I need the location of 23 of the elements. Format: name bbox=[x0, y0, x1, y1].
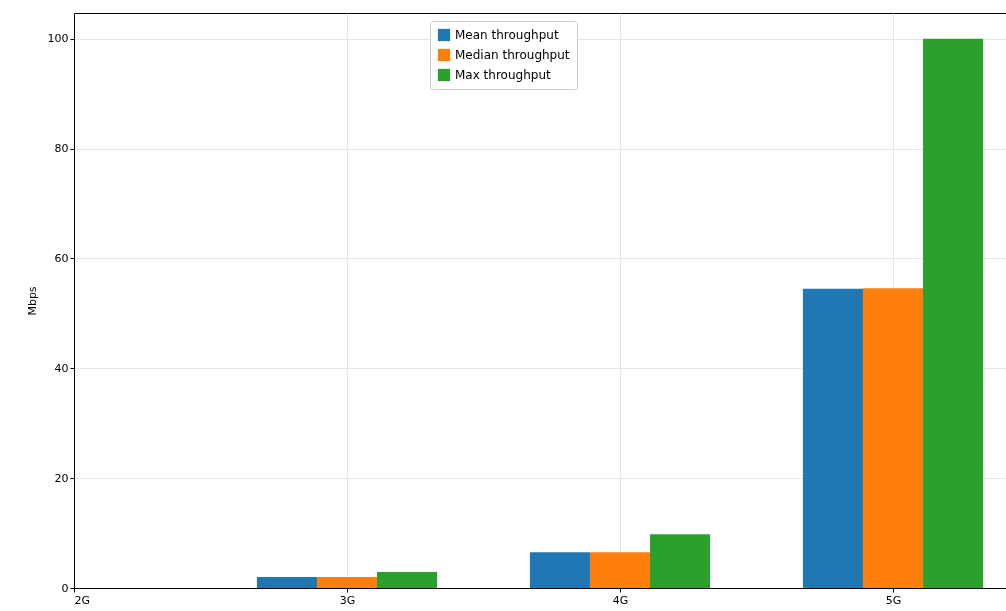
legend-label: Median throughput bbox=[455, 48, 570, 62]
y-tick-label: 0 bbox=[61, 581, 69, 595]
y-tick-label: 20 bbox=[54, 471, 69, 485]
x-tick-label: 2G bbox=[74, 593, 91, 607]
y-tick-label: 80 bbox=[54, 142, 69, 156]
bar bbox=[650, 534, 711, 588]
bar bbox=[589, 552, 651, 588]
y-axis-title: Mbps bbox=[25, 286, 39, 316]
legend-label: Mean throughput bbox=[455, 28, 559, 42]
bar bbox=[316, 577, 378, 588]
y-tick-label: 60 bbox=[54, 251, 69, 265]
y-tick-label: 100 bbox=[47, 32, 69, 46]
x-tick-label: 3G bbox=[339, 593, 356, 607]
x-tick-label: 4G bbox=[612, 593, 629, 607]
bar bbox=[923, 38, 984, 588]
legend-label: Max throughput bbox=[455, 68, 551, 82]
bar bbox=[529, 552, 590, 588]
x-tick-label: 5G bbox=[885, 593, 902, 607]
bar bbox=[377, 572, 438, 588]
bar bbox=[802, 288, 863, 588]
bar bbox=[862, 288, 924, 588]
bar bbox=[256, 577, 317, 588]
y-tick-label: 40 bbox=[54, 361, 69, 375]
